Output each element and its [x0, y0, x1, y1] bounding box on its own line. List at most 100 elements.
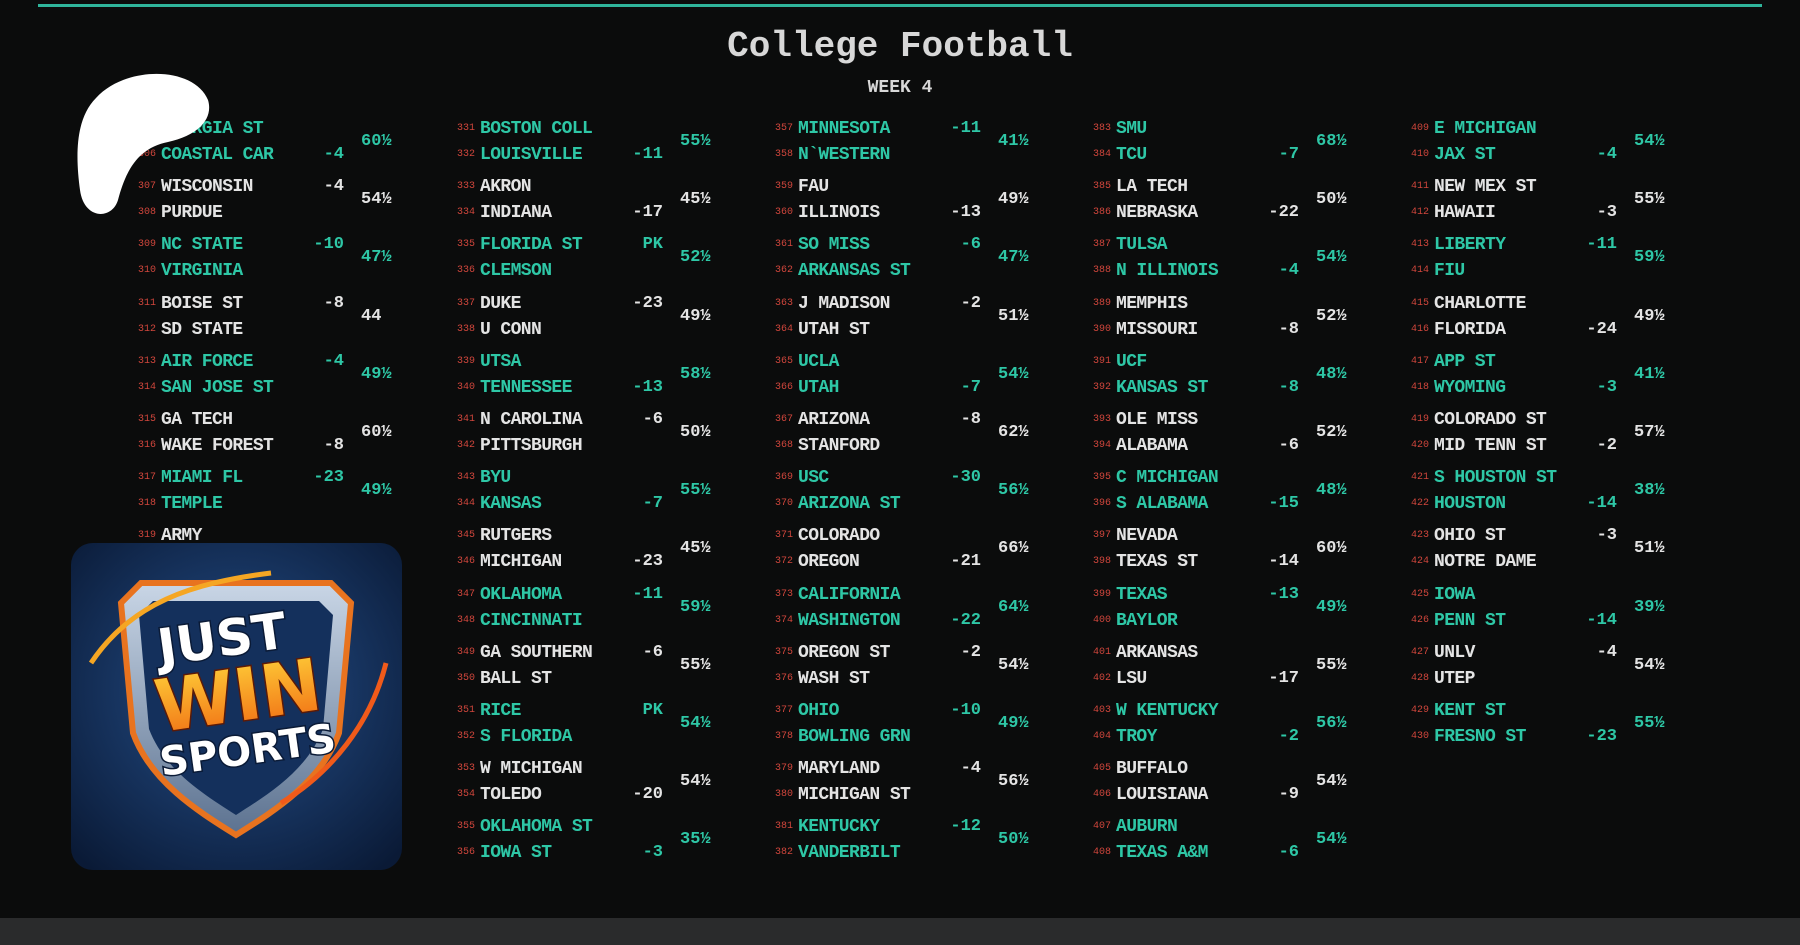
total: 58½ [680, 364, 711, 384]
rotation-number: 369 [775, 472, 794, 484]
rotation-number: 372 [775, 556, 794, 568]
rotation-number: 338 [457, 323, 476, 335]
total: 54½ [1634, 655, 1665, 675]
rotation-number: 307 [138, 181, 157, 193]
rotation-number: 333 [457, 181, 476, 193]
spread: -14 [1586, 610, 1617, 630]
rotation-number: 378 [775, 731, 794, 742]
rotation-number: 375 [775, 646, 794, 658]
spread: -10 [313, 235, 344, 255]
spread: -21 [950, 552, 981, 572]
team-name: USC [798, 468, 829, 489]
team-name: TROY [1116, 727, 1157, 747]
team-name: OHIO [798, 701, 839, 721]
logo: JUST WIN SPORTS [71, 543, 402, 870]
team-name: GA SOUTHERN [480, 642, 593, 663]
spread: -13 [632, 377, 663, 397]
rotation-number: 403 [1093, 705, 1112, 716]
rotation-number: 370 [775, 498, 794, 510]
rotation-number: 310 [138, 265, 157, 277]
team-name: FIU [1434, 261, 1465, 282]
rotation-number: 312 [138, 323, 157, 335]
rotation-number: 382 [775, 847, 794, 859]
spread: PK [642, 701, 663, 720]
title: College Football [727, 26, 1073, 67]
team-name: FLORIDA ST [480, 235, 583, 256]
rotation-number: 386 [1093, 207, 1112, 219]
team-name: WAKE FOREST [161, 436, 274, 456]
total: 49½ [361, 481, 392, 501]
team-name: TEXAS [1116, 584, 1168, 605]
team-name: U CONN [480, 319, 542, 340]
rotation-number: 420 [1411, 440, 1430, 451]
spread: -8 [323, 293, 344, 313]
team-name: NC STATE [161, 235, 243, 256]
team-name: CHARLOTTE [1434, 293, 1526, 314]
team-name: BALL ST [480, 668, 552, 689]
total: 56½ [998, 772, 1029, 792]
total: 54½ [1316, 830, 1347, 850]
rotation-number: 342 [457, 440, 476, 451]
spread: -24 [1586, 319, 1617, 339]
total: 50½ [998, 830, 1029, 850]
spread: -3 [642, 843, 663, 863]
spread: -11 [632, 584, 663, 604]
rotation-number: 357 [775, 123, 794, 134]
total: 54½ [361, 190, 392, 210]
spread: -4 [323, 145, 344, 164]
team-name: TULSA [1116, 235, 1168, 256]
team-name: C MICHIGAN [1116, 468, 1219, 489]
team-name: COLORADO ST [1434, 410, 1547, 430]
team-name: S FLORIDA [480, 727, 572, 747]
team-name: KANSAS [480, 494, 542, 515]
team-name: TEXAS A&M [1116, 843, 1208, 864]
rotation-number: 379 [775, 763, 794, 775]
rotation-number: 406 [1093, 789, 1112, 801]
team-name: OREGON ST [798, 642, 890, 663]
rotation-number: 332 [457, 149, 476, 160]
total: 55½ [1634, 190, 1665, 210]
team-name: UTAH [798, 377, 839, 398]
spread: -7 [1278, 145, 1299, 164]
total: 60½ [361, 132, 392, 151]
total: 54½ [1316, 248, 1347, 268]
team-name: TEMPLE [161, 494, 223, 515]
spread: -8 [1278, 319, 1299, 339]
rotation-number: 374 [775, 614, 794, 626]
total: 51½ [998, 306, 1029, 326]
team-name: IOWA ST [480, 843, 552, 864]
rotation-number: 384 [1093, 149, 1112, 160]
total: 50½ [1316, 190, 1347, 210]
rotation-number: 340 [457, 381, 476, 393]
rotation-number: 358 [775, 149, 794, 160]
rotation-number: 334 [457, 207, 476, 219]
total: 54½ [680, 772, 711, 792]
spread: -23 [632, 293, 663, 313]
spread: -14 [1268, 552, 1299, 572]
team-name: CLEMSON [480, 261, 552, 282]
rotation-number: 347 [457, 588, 476, 600]
total: 38½ [1634, 481, 1665, 501]
rotation-number: 381 [775, 821, 794, 833]
rotation-number: 350 [457, 672, 476, 684]
rotation-number: 331 [457, 123, 476, 134]
team-name: E MICHIGAN [1434, 119, 1537, 139]
rotation-number: 421 [1411, 472, 1430, 484]
team-name: PENN ST [1434, 610, 1506, 631]
spread: -2 [1596, 436, 1617, 455]
total: 55½ [680, 132, 711, 151]
spread: -23 [1586, 727, 1617, 746]
rotation-number: 308 [138, 207, 157, 219]
total: 57½ [1634, 423, 1665, 442]
team-name: SD STATE [161, 319, 243, 340]
rotation-number: 368 [775, 440, 794, 451]
team-name: LOUISIANA [1116, 785, 1208, 806]
rotation-number: 400 [1093, 614, 1112, 626]
team-name: COLORADO [798, 526, 880, 547]
team-name: UCLA [798, 351, 839, 372]
team-name: MEMPHIS [1116, 293, 1188, 314]
rotation-number: 425 [1411, 588, 1430, 600]
team-name: ILLINOIS [798, 203, 880, 224]
spread: -12 [950, 817, 981, 837]
rotation-number: 360 [775, 207, 794, 219]
